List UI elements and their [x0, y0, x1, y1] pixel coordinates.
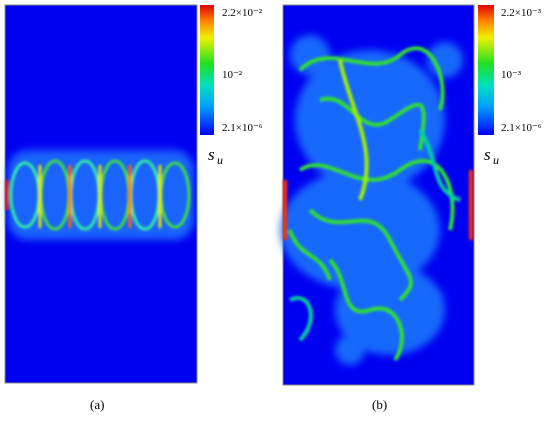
colorbar-tick: 2.2×10⁻³ — [501, 7, 542, 19]
colorbar-symbol: s — [484, 145, 491, 164]
colorbar-b — [478, 5, 494, 135]
colorbar-tick: 2.1×10⁻⁶ — [222, 122, 263, 134]
colorbar-symbol: s — [208, 145, 215, 164]
panel-label: (a) — [90, 397, 104, 412]
panel-a: 2.2×10⁻² 10⁻² 2.1×10⁻⁶ s u (a) — [4, 4, 263, 412]
colorbar-subscript: u — [493, 153, 499, 167]
colorbar-tick: 2.2×10⁻² — [222, 7, 263, 19]
panel-b: 2.2×10⁻³ 10⁻³ 2.1×10⁻⁶ s u (b) — [280, 4, 542, 412]
colorbar-a — [200, 5, 214, 135]
colorbar-tick: 10⁻² — [222, 69, 243, 81]
panel-label: (b) — [372, 397, 387, 412]
vortices-b — [283, 46, 473, 362]
colorbar-tick: 10⁻³ — [501, 69, 522, 81]
colorbar-tick: 2.1×10⁻⁶ — [501, 122, 542, 134]
colorbar-subscript: u — [217, 153, 223, 167]
vortices-a — [5, 159, 191, 231]
